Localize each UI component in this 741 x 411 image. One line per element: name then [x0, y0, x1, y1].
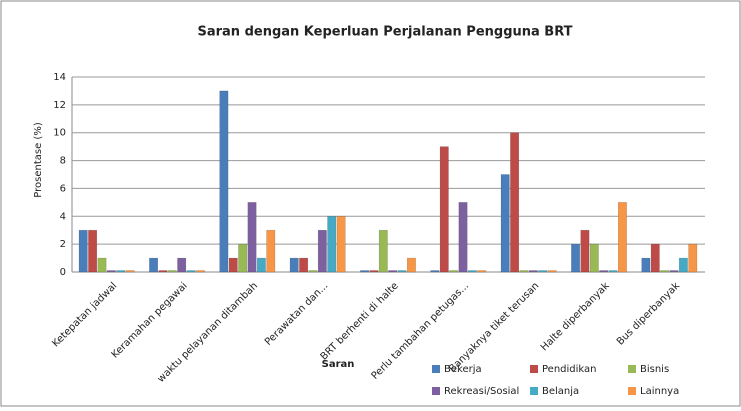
bar	[449, 270, 459, 273]
y-tick-label: 4	[60, 211, 66, 222]
legend-swatch	[628, 387, 636, 395]
bar	[88, 229, 98, 273]
bar	[458, 202, 468, 273]
bar	[106, 270, 116, 273]
legend-swatch	[530, 387, 538, 395]
bar	[388, 270, 398, 273]
bar	[650, 243, 660, 273]
bar	[678, 257, 688, 273]
bar	[378, 229, 388, 273]
bar	[336, 216, 346, 273]
bar	[317, 229, 327, 273]
bar	[589, 243, 599, 273]
bar	[599, 270, 609, 273]
legend-label: Rekreasi/Sosial	[444, 386, 519, 397]
bar	[467, 270, 477, 273]
legend-label: Pendidikan	[542, 364, 597, 375]
bar	[519, 270, 529, 273]
legend-label: Lainnya	[640, 386, 679, 397]
bar	[299, 257, 309, 273]
bar	[360, 270, 369, 273]
bar	[327, 216, 337, 273]
bar	[547, 270, 557, 273]
bar	[219, 90, 229, 273]
bar	[407, 257, 416, 273]
bar	[186, 270, 196, 273]
bar	[125, 270, 135, 273]
y-axis-label: Prosentase (%)	[33, 122, 44, 198]
bar	[688, 243, 698, 273]
y-tick-label: 6	[60, 183, 66, 194]
bar	[228, 257, 238, 273]
bar	[196, 270, 205, 273]
bar	[97, 257, 107, 273]
bar	[500, 174, 510, 273]
y-tick-label: 14	[53, 72, 66, 83]
bar	[256, 257, 266, 273]
bar	[266, 229, 276, 273]
legend-swatch	[432, 387, 440, 395]
bar	[477, 270, 487, 273]
chart-title: Saran dengan Keperluan Perjalanan Penggu…	[197, 25, 572, 40]
bar	[641, 257, 651, 273]
y-tick-label: 10	[53, 128, 66, 139]
bar	[369, 270, 379, 273]
bar	[289, 257, 299, 273]
legend-label: Belanja	[542, 386, 579, 397]
bar	[608, 270, 618, 273]
bar	[116, 270, 126, 273]
y-tick-label: 12	[53, 100, 66, 111]
legend-swatch	[432, 365, 440, 373]
bar	[538, 270, 548, 273]
y-tick-label: 0	[60, 267, 66, 278]
y-tick-label: 8	[60, 156, 66, 167]
bar	[571, 243, 580, 273]
bar	[618, 202, 627, 273]
bar	[510, 132, 520, 273]
bar	[238, 243, 248, 273]
bar	[439, 146, 449, 273]
x-axis-label: Saran	[322, 359, 355, 370]
bar	[308, 270, 318, 273]
bar	[149, 257, 158, 273]
bar	[397, 270, 407, 273]
bar	[580, 229, 590, 273]
bar	[660, 270, 670, 273]
bar	[158, 270, 168, 273]
bar	[528, 270, 538, 273]
legend-swatch	[530, 365, 538, 373]
legend-label: Bekerja	[444, 364, 482, 375]
bar	[78, 229, 88, 273]
legend-swatch	[628, 365, 636, 373]
legend-label: Bisnis	[640, 364, 669, 375]
bar	[669, 270, 679, 273]
bar	[247, 202, 257, 273]
y-tick-label: 2	[60, 239, 66, 250]
bar	[430, 270, 440, 273]
bar	[177, 257, 187, 273]
bar	[167, 270, 177, 273]
